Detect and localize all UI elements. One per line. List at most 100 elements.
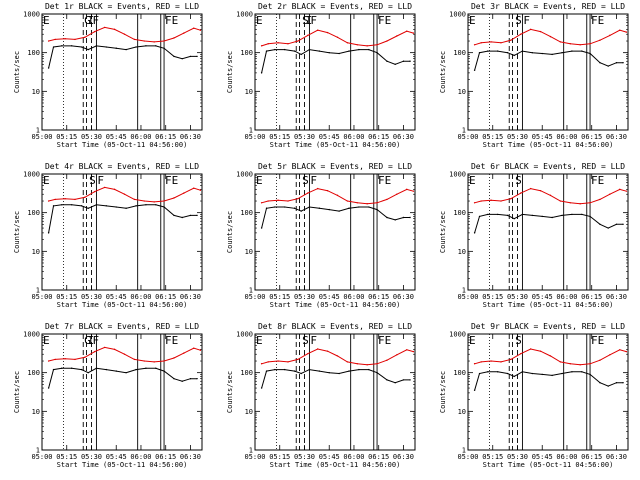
events-point xyxy=(473,69,476,71)
events-line xyxy=(48,367,198,389)
events-point xyxy=(328,371,330,374)
events-point xyxy=(496,50,499,52)
events-point xyxy=(260,387,263,389)
y-tick-label: 100 xyxy=(453,209,466,217)
events-point xyxy=(163,47,165,49)
lld-point xyxy=(326,31,329,34)
lld-point xyxy=(396,354,398,356)
x-tick-label: 06:00 xyxy=(130,293,151,301)
lld-point xyxy=(94,190,96,193)
lld-point xyxy=(143,360,145,362)
lld-point xyxy=(356,363,358,365)
plot-frame xyxy=(41,173,203,291)
panel-title: Det 2r BLACK = Events, RED = LLD xyxy=(258,2,412,11)
segment-marker: E xyxy=(43,334,50,347)
lld-point xyxy=(103,346,106,349)
lld-point xyxy=(589,202,591,204)
events-point xyxy=(52,205,55,207)
segment-marker: E xyxy=(43,174,50,187)
lld-point xyxy=(277,360,279,362)
events-point xyxy=(189,55,192,58)
events-point xyxy=(196,214,198,217)
x-tick-label: 05:00 xyxy=(244,453,265,461)
x-tick-label: 06:15 xyxy=(368,453,389,461)
events-point xyxy=(386,379,388,381)
events-point xyxy=(80,46,83,48)
lld-point xyxy=(153,361,155,363)
x-tick-label: 05:45 xyxy=(106,133,127,141)
panel-title: Det 7r BLACK = Events, RED = LLD xyxy=(45,322,199,331)
x-tick-label: 05:15 xyxy=(269,133,290,141)
lld-point xyxy=(143,40,145,42)
lld-point xyxy=(326,350,329,352)
lld-point xyxy=(183,352,185,354)
lld-point xyxy=(473,363,476,365)
x-tick-label: 05:30 xyxy=(294,453,315,461)
segment-marker: F xyxy=(97,174,104,187)
events-point xyxy=(181,57,183,60)
lld-point xyxy=(510,358,512,361)
events-point xyxy=(115,206,117,208)
events-point xyxy=(496,371,499,373)
y-tick-label: 1000 xyxy=(236,11,253,19)
x-tick-label: 05:30 xyxy=(294,293,315,301)
x-tick-label: 05:30 xyxy=(294,133,315,141)
lld-point xyxy=(260,202,263,204)
lld-point xyxy=(113,348,116,351)
x-tick-label: 05:15 xyxy=(269,453,290,461)
segment-marker: G xyxy=(84,334,91,347)
x-axis-label: Start Time (05-Oct-11 04:56:00) xyxy=(270,141,401,149)
x-axis-label: Start Time (05-Oct-11 04:56:00) xyxy=(483,141,614,149)
y-axis-label: Counts/sec xyxy=(226,211,234,253)
events-point xyxy=(293,207,296,209)
events-point xyxy=(61,204,63,206)
events-point xyxy=(52,368,55,371)
x-tick-label: 05:30 xyxy=(507,133,528,141)
lld-point xyxy=(199,349,202,351)
lld-point xyxy=(103,26,106,29)
lld-point xyxy=(193,347,195,349)
events-point xyxy=(105,205,108,207)
x-tick-label: 06:15 xyxy=(155,453,176,461)
y-axis-label: Counts/sec xyxy=(226,371,234,413)
segment-marker: S xyxy=(515,14,522,27)
lld-point xyxy=(406,349,408,351)
x-tick-label: 06:00 xyxy=(343,293,364,301)
events-point xyxy=(521,50,524,52)
lld-point xyxy=(173,197,175,199)
events-point xyxy=(513,54,515,57)
lld-point xyxy=(412,350,415,353)
lld-point xyxy=(143,200,145,202)
y-axis-label: Counts/sec xyxy=(13,51,21,93)
lld-point xyxy=(277,199,279,201)
x-axis-label: Start Time (05-Oct-11 04:56:00) xyxy=(270,461,401,469)
lld-point xyxy=(529,28,532,31)
lld-point xyxy=(297,197,299,200)
events-point xyxy=(531,51,534,54)
lld-point xyxy=(396,35,398,37)
x-tick-label: 05:30 xyxy=(507,453,528,461)
x-tick-label: 05:30 xyxy=(81,453,102,461)
x-tick-label: 06:00 xyxy=(130,133,151,141)
plot-frame xyxy=(467,13,629,131)
plot-frame xyxy=(254,13,416,131)
lld-point xyxy=(396,193,398,195)
lld-point xyxy=(267,43,269,45)
lld-line xyxy=(261,348,414,366)
panel-title: Det 6r BLACK = Events, RED = LLD xyxy=(471,162,625,171)
events-point xyxy=(181,380,183,382)
lld-point xyxy=(316,29,319,31)
events-point xyxy=(163,370,165,372)
lld-point xyxy=(307,34,309,37)
lld-line xyxy=(261,188,414,205)
events-point xyxy=(615,382,618,384)
events-point xyxy=(189,214,192,217)
y-tick-label: 100 xyxy=(27,369,40,377)
lld-point xyxy=(480,42,482,44)
lld-point xyxy=(579,364,581,366)
segment-marker: FE xyxy=(165,14,178,27)
lld-point xyxy=(94,30,96,33)
events-point xyxy=(386,216,388,219)
events-line xyxy=(48,45,198,69)
lld-point xyxy=(599,39,601,41)
